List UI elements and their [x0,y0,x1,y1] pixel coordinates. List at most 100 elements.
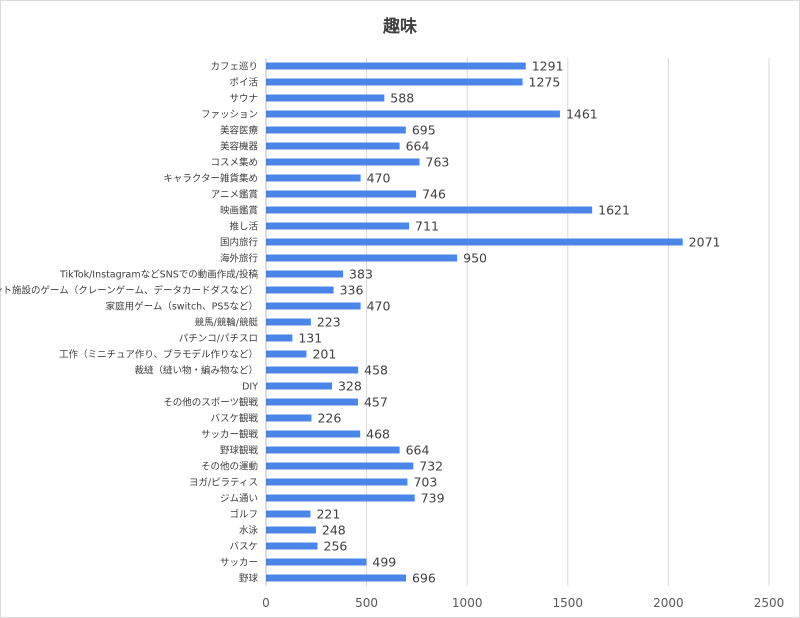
data-label: 1291 [532,59,564,74]
category-label: サウナ [229,94,258,105]
bar [266,238,683,246]
category-label: 国内旅行 [220,237,259,249]
data-label: 328 [338,379,362,394]
bar [266,510,311,518]
category-label: ゴルフ [229,509,258,521]
bar [266,462,414,470]
data-label: 703 [413,475,437,490]
data-label: 1621 [598,203,630,218]
data-label: 470 [367,299,391,314]
bar [266,430,361,438]
data-label: 1275 [529,75,561,90]
category-label: 海外旅行 [220,253,259,265]
x-tick-label: 500 [355,596,378,610]
bar [266,174,361,182]
data-label: 732 [419,459,443,474]
category-label: サッカー観戦 [201,429,259,441]
bar [266,94,385,102]
data-label: 2071 [689,235,721,250]
data-label: 223 [317,315,341,330]
category-label: 家庭用ゲーム（switch、PS5など） [106,301,258,313]
bar [266,558,367,566]
data-label: 499 [372,555,396,570]
bar [266,206,593,214]
data-label: 470 [367,171,391,186]
data-label: 131 [298,331,322,346]
category-label: 美容医療 [220,125,259,137]
data-label: 696 [412,571,436,586]
bar [266,494,415,502]
data-label: 664 [406,443,430,458]
bar [266,270,344,278]
data-label: 458 [364,363,388,378]
bar [266,142,400,150]
category-label: 美容機器 [220,141,259,153]
data-label: 1461 [566,107,598,122]
category-label: ジム通い [220,494,258,505]
chart-title: 趣味 [383,17,417,37]
category-label: サッカー [220,558,258,569]
bar [266,574,407,582]
bar [266,350,307,358]
bar [266,302,361,310]
category-label: その他の運動 [201,461,258,473]
bar [266,382,332,390]
category-label: キャラクター雑貨集め [163,173,258,185]
category-label: 野球観戦 [220,445,259,457]
category-label: カフェ巡り [210,62,258,73]
category-label: 水泳 [239,525,259,537]
category-label: コスメ集め [210,157,258,169]
data-label: 588 [390,91,414,106]
category-label: 工作（ミニチュア作り、プラモデル作りなど） [59,349,258,361]
bar [266,446,400,454]
category-label: パチンコ/パチスロ [179,334,258,345]
category-label: バスケ [229,542,258,553]
x-tick-label: 2500 [754,596,785,610]
category-label: アニメ鑑賞 [211,189,258,201]
bar [266,62,526,70]
category-label: 野球 [239,573,259,585]
bar [266,286,334,294]
x-tick-label: 2000 [653,596,684,610]
category-label: 推し活 [229,221,258,233]
bar [266,366,359,374]
bar [266,542,318,550]
bar [266,158,420,166]
x-tick-label: 1500 [553,596,584,610]
category-label: バスケ観戦 [210,413,258,425]
data-label: 336 [340,283,364,298]
bar [266,478,408,486]
x-tick-label: 0 [262,596,270,610]
category-label: アミューズメント施設のゲーム（クレーンゲーム、データカードダスなど） [0,285,258,297]
data-label: 256 [324,539,348,554]
category-label: ヨガ/ピラティス [189,478,258,489]
data-label: 248 [322,523,346,538]
data-label: 457 [364,395,388,410]
bar [266,398,358,406]
data-label: 468 [366,427,390,442]
bar [266,78,523,86]
category-label: 競馬/競輪/競艇 [195,317,259,329]
data-label: 950 [463,251,487,266]
category-label: ポイ活 [229,77,258,89]
bar [266,318,311,326]
bar [266,414,312,422]
bar [266,190,417,198]
category-label: その他のスポーツ観戦 [163,397,258,409]
data-label: 383 [349,267,373,282]
data-label: 664 [406,139,430,154]
x-tick-label: 1000 [452,596,483,610]
bar [266,222,410,230]
category-label: TikTok/InstagramなどSNSでの動画作成/投稿 [59,269,259,281]
data-label: 746 [422,187,446,202]
bar [266,126,406,134]
bar [266,254,458,262]
data-label: 763 [426,155,450,170]
data-label: 221 [316,507,340,522]
data-label: 695 [412,123,436,138]
category-label: 映画鑑賞 [220,205,258,217]
data-label: 201 [312,347,336,362]
category-label: 裁縫（縫い物・編み物など） [134,365,258,377]
